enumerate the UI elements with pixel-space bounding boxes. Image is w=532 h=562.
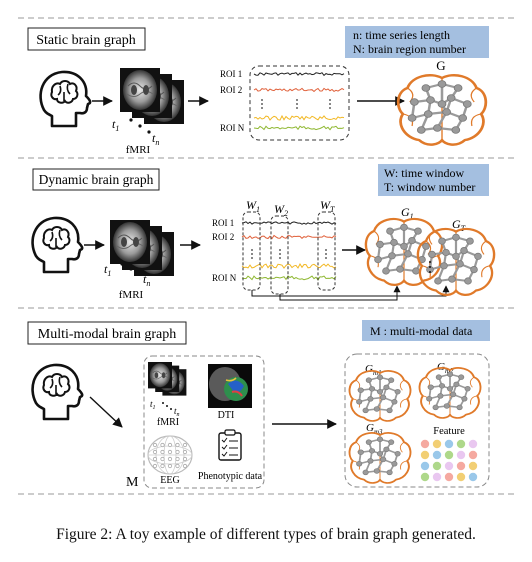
dynamic-roi-label-2: ROI 2 xyxy=(212,232,234,242)
fmri-stack-icon xyxy=(110,220,174,276)
dynamic-title: Dynamic brain graph xyxy=(39,172,154,187)
multimodal-eeg-label: EEG xyxy=(160,475,179,486)
static-t1-label: t1 xyxy=(112,117,119,133)
fmri-stack-icon xyxy=(120,68,184,124)
multimodal-t1-label: t1 xyxy=(150,399,156,411)
roi-series-line xyxy=(254,126,344,130)
static-timeseries xyxy=(254,73,344,130)
dynamic-legend-line-1: W: time window xyxy=(384,166,465,180)
window-box-w2 xyxy=(271,216,288,294)
static-graph-label: G xyxy=(436,58,445,73)
feature-dot xyxy=(469,440,477,448)
roi-series-line xyxy=(242,276,336,280)
static-roi-label-n: ROI N xyxy=(220,123,245,133)
roi-series-line xyxy=(242,264,336,268)
feature-dot xyxy=(433,462,441,470)
window-to-g1-line xyxy=(280,286,397,300)
eeg-cap-icon xyxy=(148,436,192,474)
window-label-wt: WT xyxy=(320,198,335,214)
multimodal-phenotypic-label: Phenotypic data xyxy=(198,471,263,482)
brain-graph-icon xyxy=(398,75,486,144)
feature-dot xyxy=(469,451,477,459)
dynamic-t1-label: t1 xyxy=(104,262,111,278)
multimodal-arrow-1 xyxy=(90,397,122,427)
multimodal-dti-label: DTI xyxy=(218,410,235,421)
feature-dot xyxy=(445,451,453,459)
head-brain-icon xyxy=(33,365,83,419)
static-roi-label-2: ROI 2 xyxy=(220,85,242,95)
roi-series-line xyxy=(254,88,344,91)
multimodal-title: Multi-modal brain graph xyxy=(38,327,176,342)
static-roi-dots xyxy=(261,99,331,109)
multimodal-time-dots xyxy=(162,402,172,410)
dynamic-roi-label-n: ROI N xyxy=(212,273,237,283)
feature-dot xyxy=(433,440,441,448)
dynamic-fmri-label: fMRI xyxy=(119,289,144,301)
feature-grid xyxy=(421,440,477,481)
window-label-w2: W2 xyxy=(274,202,288,218)
feature-dot xyxy=(457,473,465,481)
multimodal-fmri-label: fMRI xyxy=(157,417,179,428)
dynamic-roi-label-1: ROI 1 xyxy=(212,218,234,228)
head-brain-icon xyxy=(33,218,83,272)
brain-graph-icon xyxy=(420,368,481,418)
feature-dot xyxy=(421,473,429,481)
feature-dot xyxy=(457,462,465,470)
static-section: Static brain graph n: time series length… xyxy=(28,26,489,156)
feature-dot xyxy=(457,440,465,448)
window-to-gt-line xyxy=(252,290,446,296)
static-roi-label-1: ROI 1 xyxy=(220,69,242,79)
feature-dot xyxy=(445,440,453,448)
roi-series-line xyxy=(254,116,344,120)
dynamic-section: Dynamic brain graph W: time window T: wi… xyxy=(33,164,495,301)
dynamic-timeseries xyxy=(242,222,336,280)
static-fmri-label: fMRI xyxy=(126,144,151,156)
static-legend-line-1: n: time series length xyxy=(353,28,450,42)
feature-dot xyxy=(421,462,429,470)
feature-dot xyxy=(469,462,477,470)
dynamic-roi-dots xyxy=(251,249,327,259)
modality-m-label: M xyxy=(126,475,139,490)
fmri-stack-icon xyxy=(148,362,186,396)
feature-label: Feature xyxy=(433,426,465,437)
head-brain-icon xyxy=(41,72,91,126)
static-tn-label: tn xyxy=(152,131,159,147)
window-label-w1: W1 xyxy=(246,198,260,214)
dynamic-legend-line-2: T: window number xyxy=(384,180,475,194)
roi-series-line xyxy=(242,236,336,239)
feature-dot xyxy=(445,473,453,481)
static-title: Static brain graph xyxy=(36,33,136,48)
roi-series-line xyxy=(254,73,344,76)
feature-dot xyxy=(433,451,441,459)
feature-dot xyxy=(433,473,441,481)
multimodal-section: Multi-modal brain graph M : multi-modal … xyxy=(28,320,490,490)
roi-series-line xyxy=(242,222,336,224)
feature-dot xyxy=(445,462,453,470)
feature-dot xyxy=(457,451,465,459)
feature-dot xyxy=(421,440,429,448)
feature-dot xyxy=(469,473,477,481)
brain-graph-icon xyxy=(350,433,411,483)
phenotypic-clipboard-icon xyxy=(219,430,241,460)
dti-icon xyxy=(208,364,252,408)
multimodal-legend-line-1: M : multi-modal data xyxy=(370,324,473,338)
feature-dot xyxy=(421,451,429,459)
figure-caption: Figure 2: A toy example of different typ… xyxy=(0,526,532,544)
static-legend-line-2: N: brain region number xyxy=(353,42,466,56)
brain-graph-icon xyxy=(350,371,411,421)
